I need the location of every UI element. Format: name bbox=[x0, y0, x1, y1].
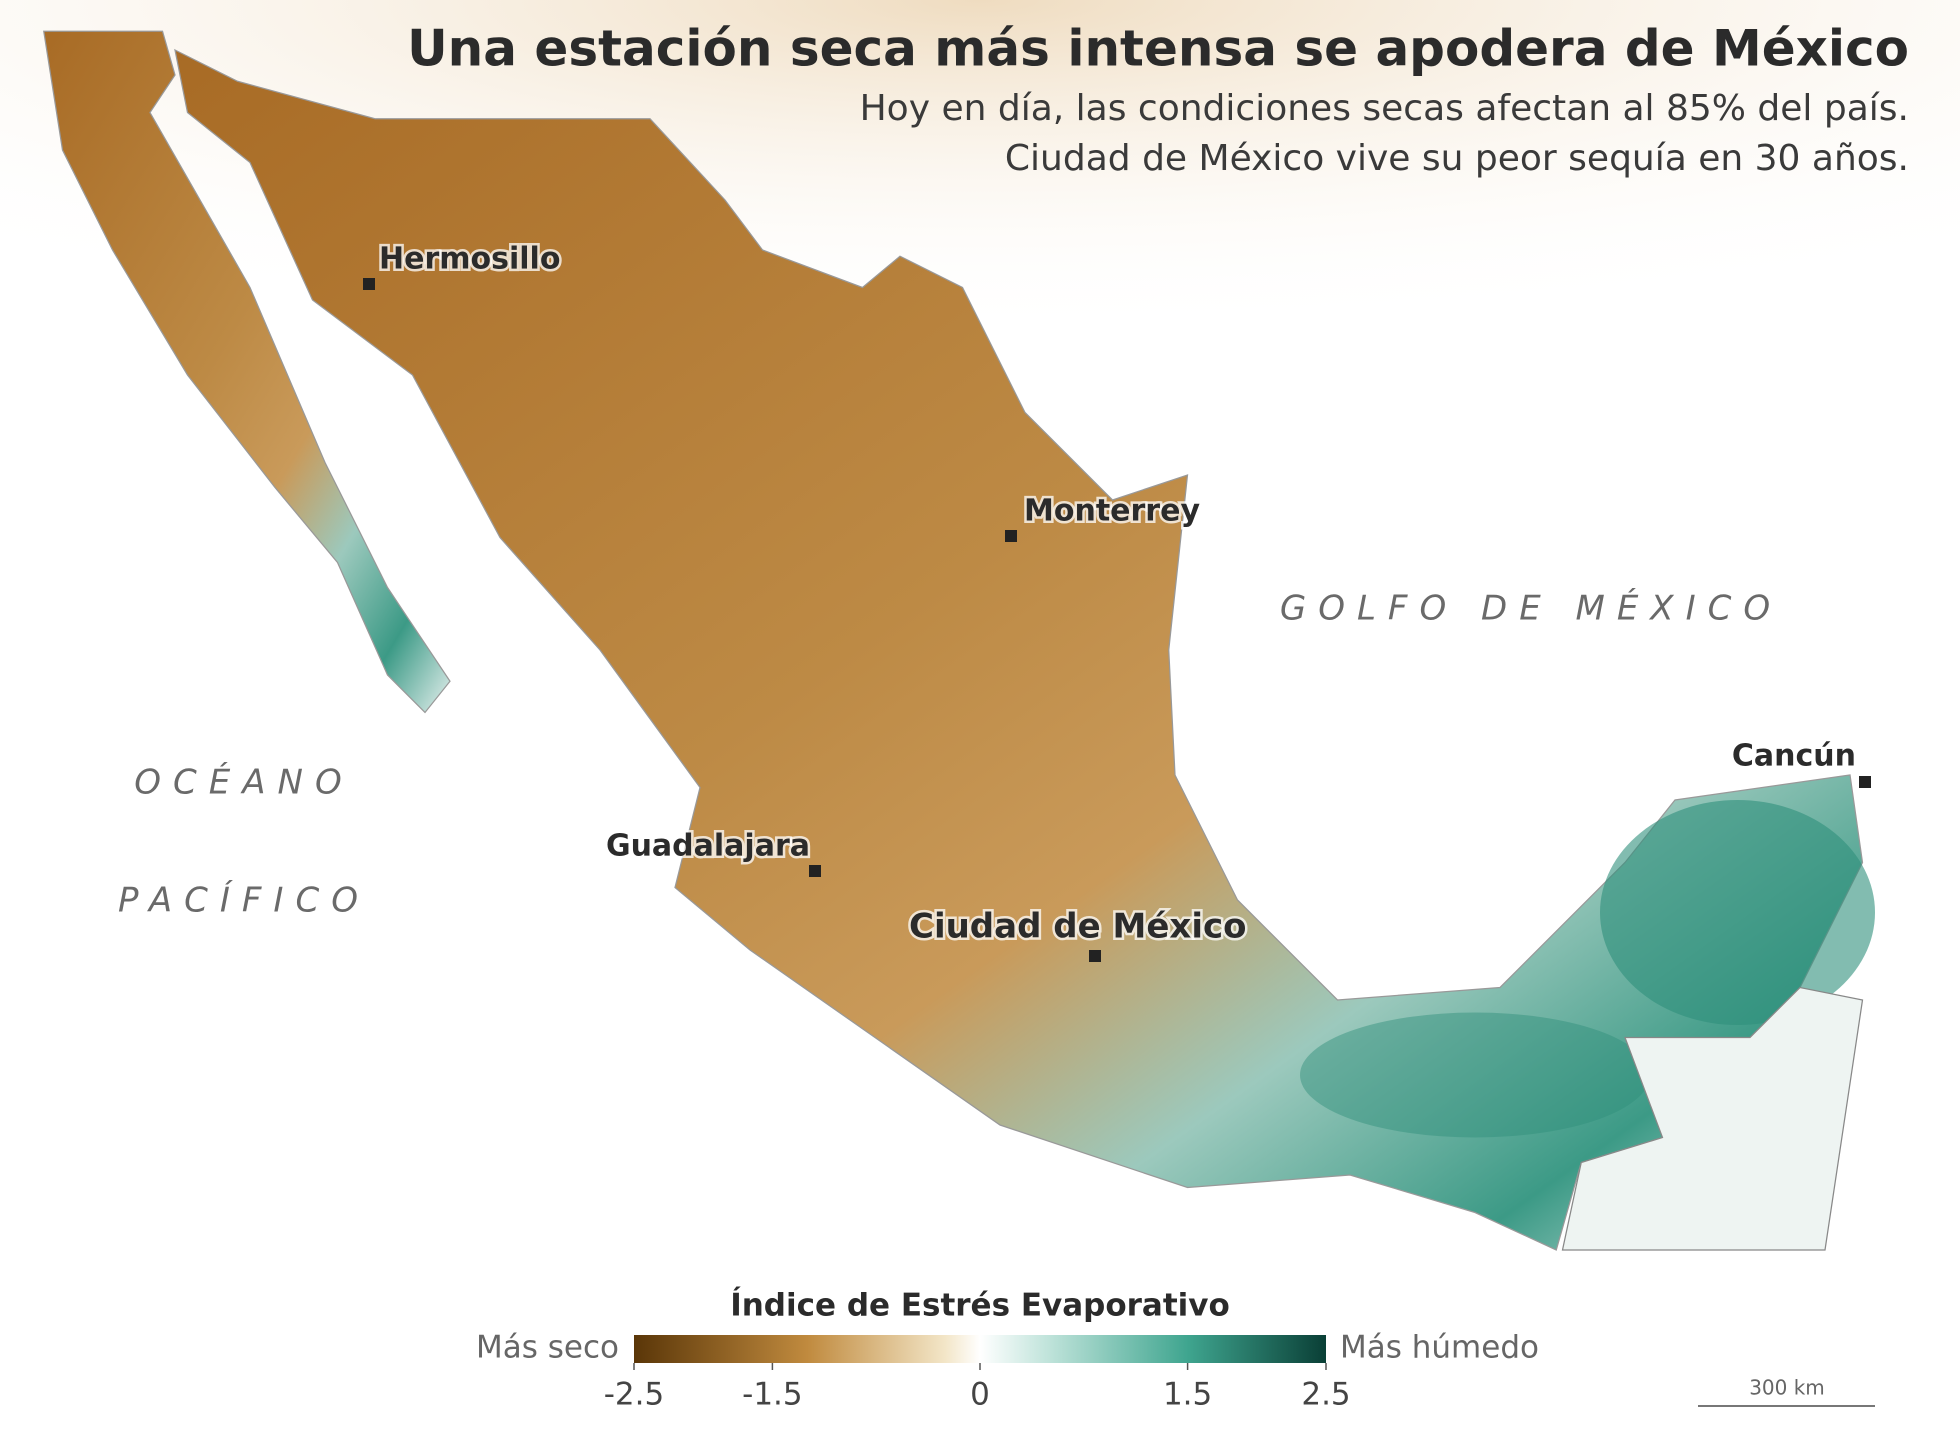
wet-region bbox=[1600, 800, 1875, 1025]
mexico bbox=[43, 30, 1875, 1251]
legend-low-label: Más seco bbox=[476, 1330, 619, 1366]
city-marker bbox=[363, 278, 375, 290]
subtitle: Ciudad de México vive su peor sequía en … bbox=[1005, 138, 1909, 179]
legend-ticks: -2.5 -1.5 0 1.5 2.5 bbox=[604, 1363, 1351, 1413]
city-marker bbox=[1005, 530, 1017, 542]
legend-tick-label: 2.5 bbox=[1301, 1377, 1350, 1413]
mainland bbox=[174, 48, 1864, 1251]
guatemala-belize bbox=[1561, 986, 1864, 1251]
color-bar bbox=[634, 1335, 1326, 1363]
title: Una estación seca más intensa se apodera… bbox=[407, 20, 1909, 78]
city-label: Hermosillo bbox=[379, 242, 560, 277]
legend-title: Índice de Estrés Evaporativo bbox=[730, 1288, 1230, 1324]
legend-tick-label: -1.5 bbox=[742, 1377, 803, 1413]
water-label: OCÉANO bbox=[134, 762, 353, 803]
baja-california bbox=[43, 30, 451, 714]
city-marker bbox=[1089, 950, 1101, 962]
legend-tick-label: -2.5 bbox=[604, 1377, 665, 1413]
city-marker bbox=[809, 865, 821, 877]
city-label: Guadalajara bbox=[606, 829, 810, 864]
subtitle: Hoy en día, las condiciones secas afecta… bbox=[860, 88, 1909, 129]
water-label: PACÍFICO bbox=[118, 880, 370, 921]
legend-high-label: Más húmedo bbox=[1340, 1330, 1539, 1366]
city-marker bbox=[1859, 776, 1871, 788]
scale-label: 300 km bbox=[1749, 1376, 1825, 1400]
wet-region bbox=[1300, 1012, 1650, 1138]
city-label: Ciudad de México bbox=[909, 907, 1247, 947]
city-label: Cancún bbox=[1732, 739, 1856, 774]
water-label: GOLFO DE MÉXICO bbox=[1280, 588, 1782, 629]
legend-tick-label: 1.5 bbox=[1163, 1377, 1212, 1413]
legend-tick-label: 0 bbox=[970, 1377, 990, 1413]
city-label: Monterrey bbox=[1024, 494, 1200, 529]
